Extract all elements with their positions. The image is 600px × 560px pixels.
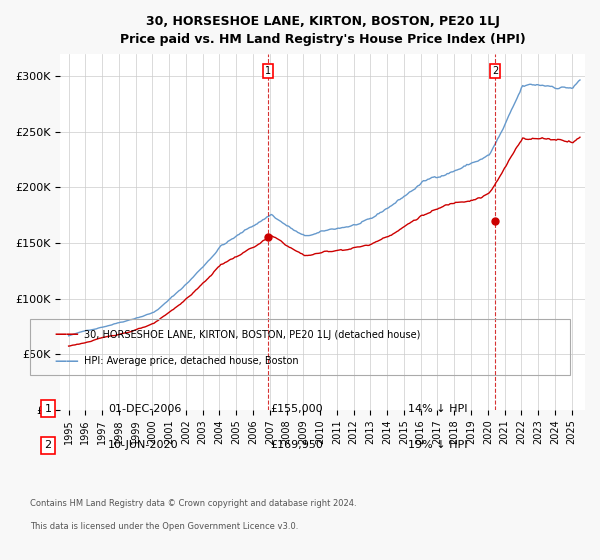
Text: 1: 1 [265, 66, 272, 76]
Text: 1: 1 [44, 404, 52, 414]
Text: This data is licensed under the Open Government Licence v3.0.: This data is licensed under the Open Gov… [30, 522, 298, 531]
Text: 2: 2 [492, 66, 499, 76]
Text: ——: —— [54, 328, 79, 342]
Text: £169,950: £169,950 [270, 440, 323, 450]
Text: 2: 2 [44, 440, 52, 450]
Title: 30, HORSESHOE LANE, KIRTON, BOSTON, PE20 1LJ
Price paid vs. HM Land Registry's H: 30, HORSESHOE LANE, KIRTON, BOSTON, PE20… [120, 15, 526, 46]
Text: HPI: Average price, detached house, Boston: HPI: Average price, detached house, Bost… [84, 356, 299, 366]
Text: 14% ↓ HPI: 14% ↓ HPI [408, 404, 467, 414]
Text: ——: —— [54, 354, 79, 368]
Text: £155,000: £155,000 [270, 404, 323, 414]
Text: 10-JUN-2020: 10-JUN-2020 [108, 440, 179, 450]
Text: Contains HM Land Registry data © Crown copyright and database right 2024.: Contains HM Land Registry data © Crown c… [30, 500, 356, 508]
Text: 19% ↓ HPI: 19% ↓ HPI [408, 440, 467, 450]
Text: 01-DEC-2006: 01-DEC-2006 [108, 404, 181, 414]
Text: 30, HORSESHOE LANE, KIRTON, BOSTON, PE20 1LJ (detached house): 30, HORSESHOE LANE, KIRTON, BOSTON, PE20… [84, 330, 421, 340]
